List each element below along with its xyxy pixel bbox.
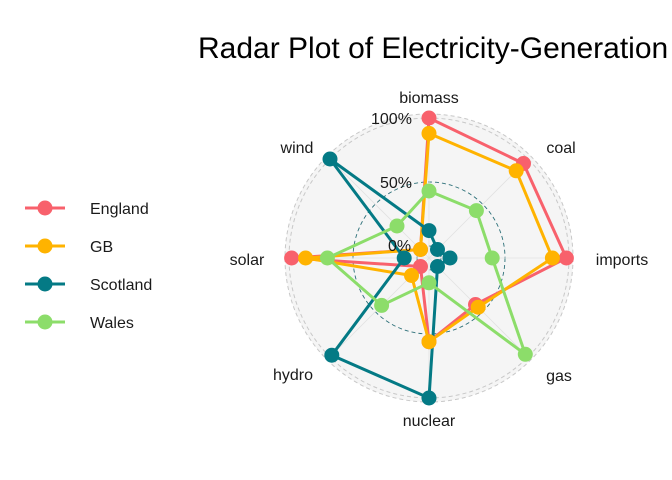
point-wales-hydro <box>374 297 390 313</box>
point-gb-imports <box>544 250 560 266</box>
legend-item-scotland: Scotland <box>25 276 152 294</box>
point-wales-coal <box>468 203 484 219</box>
point-scotland-biomass <box>421 223 437 239</box>
point-wales-nuclear <box>421 275 437 291</box>
legend-label-scotland: Scotland <box>90 277 152 294</box>
point-wales-solar <box>319 250 335 266</box>
spoke-wind <box>329 158 430 259</box>
legend-label-wales: Wales <box>90 315 134 332</box>
legend-item-gb: GB <box>25 238 113 256</box>
axis-label-gas: gas <box>546 368 572 385</box>
legend-label-england: England <box>90 201 149 218</box>
grid-labels: 0% 50% 100% <box>371 111 412 255</box>
point-scotland-imports <box>442 250 458 266</box>
point-gb-solar <box>298 250 314 266</box>
point-scotland-hydro <box>324 347 340 363</box>
legend-item-wales: Wales <box>25 314 134 332</box>
series-points <box>284 110 574 406</box>
point-gb-biomass <box>421 125 437 141</box>
axis-labels: biomass coal imports gas nuclear hydro solar wi… <box>230 90 649 430</box>
point-scotland-gas <box>430 259 445 274</box>
point-scotland-wind <box>322 151 338 167</box>
grid-label-100: 100% <box>371 111 412 128</box>
axis-label-biomass: biomass <box>399 90 459 107</box>
point-wales-biomass <box>421 183 437 199</box>
axis-label-wind: wind <box>280 140 314 157</box>
chart-title: Radar Plot of Electricity-Generation <box>198 32 668 65</box>
legend: England GB Scotland Wales <box>25 200 152 332</box>
grid-label-0: 0% <box>388 238 411 255</box>
point-gb-gas <box>470 299 486 315</box>
point-gb-wind <box>413 242 428 257</box>
point-gb-nuclear <box>421 334 437 350</box>
point-scotland-solar <box>396 250 412 266</box>
axis-label-imports: imports <box>596 252 648 269</box>
axis-label-nuclear: nuclear <box>403 413 456 430</box>
point-wales-wind <box>389 218 405 234</box>
axis-label-hydro: hydro <box>273 367 313 384</box>
legend-key-point-gb <box>37 238 53 254</box>
point-wales-gas <box>517 346 533 362</box>
point-scotland-coal <box>430 242 445 257</box>
legend-key-point-scotland <box>37 276 53 292</box>
legend-key-point-wales <box>37 314 53 330</box>
point-england-biomass <box>421 110 437 126</box>
point-wales-imports <box>484 250 500 266</box>
point-gb-coal <box>508 163 524 179</box>
axis-label-coal: coal <box>546 140 575 157</box>
legend-label-gb: GB <box>90 239 113 256</box>
point-scotland-nuclear <box>421 390 437 406</box>
grid-label-50: 50% <box>380 175 412 192</box>
point-england-solar <box>284 250 300 266</box>
legend-item-england: England <box>25 200 149 218</box>
legend-key-point-england <box>37 200 53 216</box>
axis-label-solar: solar <box>230 252 265 269</box>
point-gb-hydro <box>404 268 419 283</box>
point-england-imports <box>558 250 574 266</box>
